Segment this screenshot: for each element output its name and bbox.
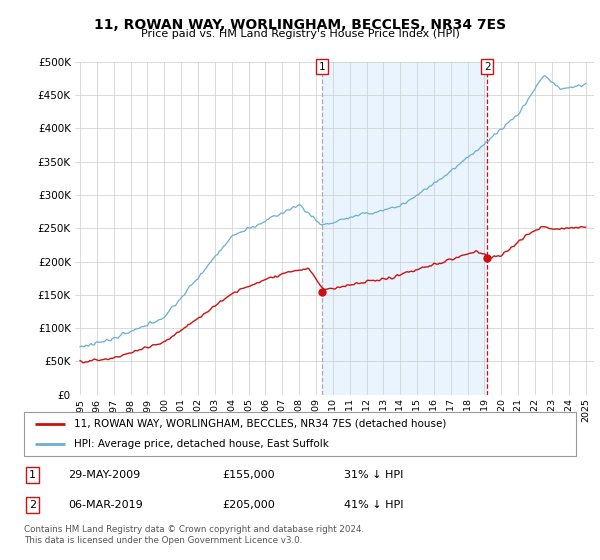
Text: Contains HM Land Registry data © Crown copyright and database right 2024.
This d: Contains HM Land Registry data © Crown c… — [24, 525, 364, 545]
Text: HPI: Average price, detached house, East Suffolk: HPI: Average price, detached house, East… — [74, 439, 329, 449]
Text: 29-MAY-2009: 29-MAY-2009 — [68, 470, 140, 480]
Text: 06-MAR-2019: 06-MAR-2019 — [68, 500, 143, 510]
Text: 2: 2 — [484, 62, 491, 72]
Text: 31% ↓ HPI: 31% ↓ HPI — [344, 470, 404, 480]
FancyBboxPatch shape — [24, 412, 576, 456]
Text: Price paid vs. HM Land Registry's House Price Index (HPI): Price paid vs. HM Land Registry's House … — [140, 29, 460, 39]
Text: 1: 1 — [319, 62, 326, 72]
Text: 41% ↓ HPI: 41% ↓ HPI — [344, 500, 404, 510]
Bar — [322, 62, 487, 395]
Text: 1: 1 — [29, 470, 36, 480]
Text: 11, ROWAN WAY, WORLINGHAM, BECCLES, NR34 7ES (detached house): 11, ROWAN WAY, WORLINGHAM, BECCLES, NR34… — [74, 419, 446, 429]
Text: £155,000: £155,000 — [223, 470, 275, 480]
Text: 11, ROWAN WAY, WORLINGHAM, BECCLES, NR34 7ES: 11, ROWAN WAY, WORLINGHAM, BECCLES, NR34… — [94, 18, 506, 32]
Text: £205,000: £205,000 — [223, 500, 275, 510]
Text: 2: 2 — [29, 500, 36, 510]
